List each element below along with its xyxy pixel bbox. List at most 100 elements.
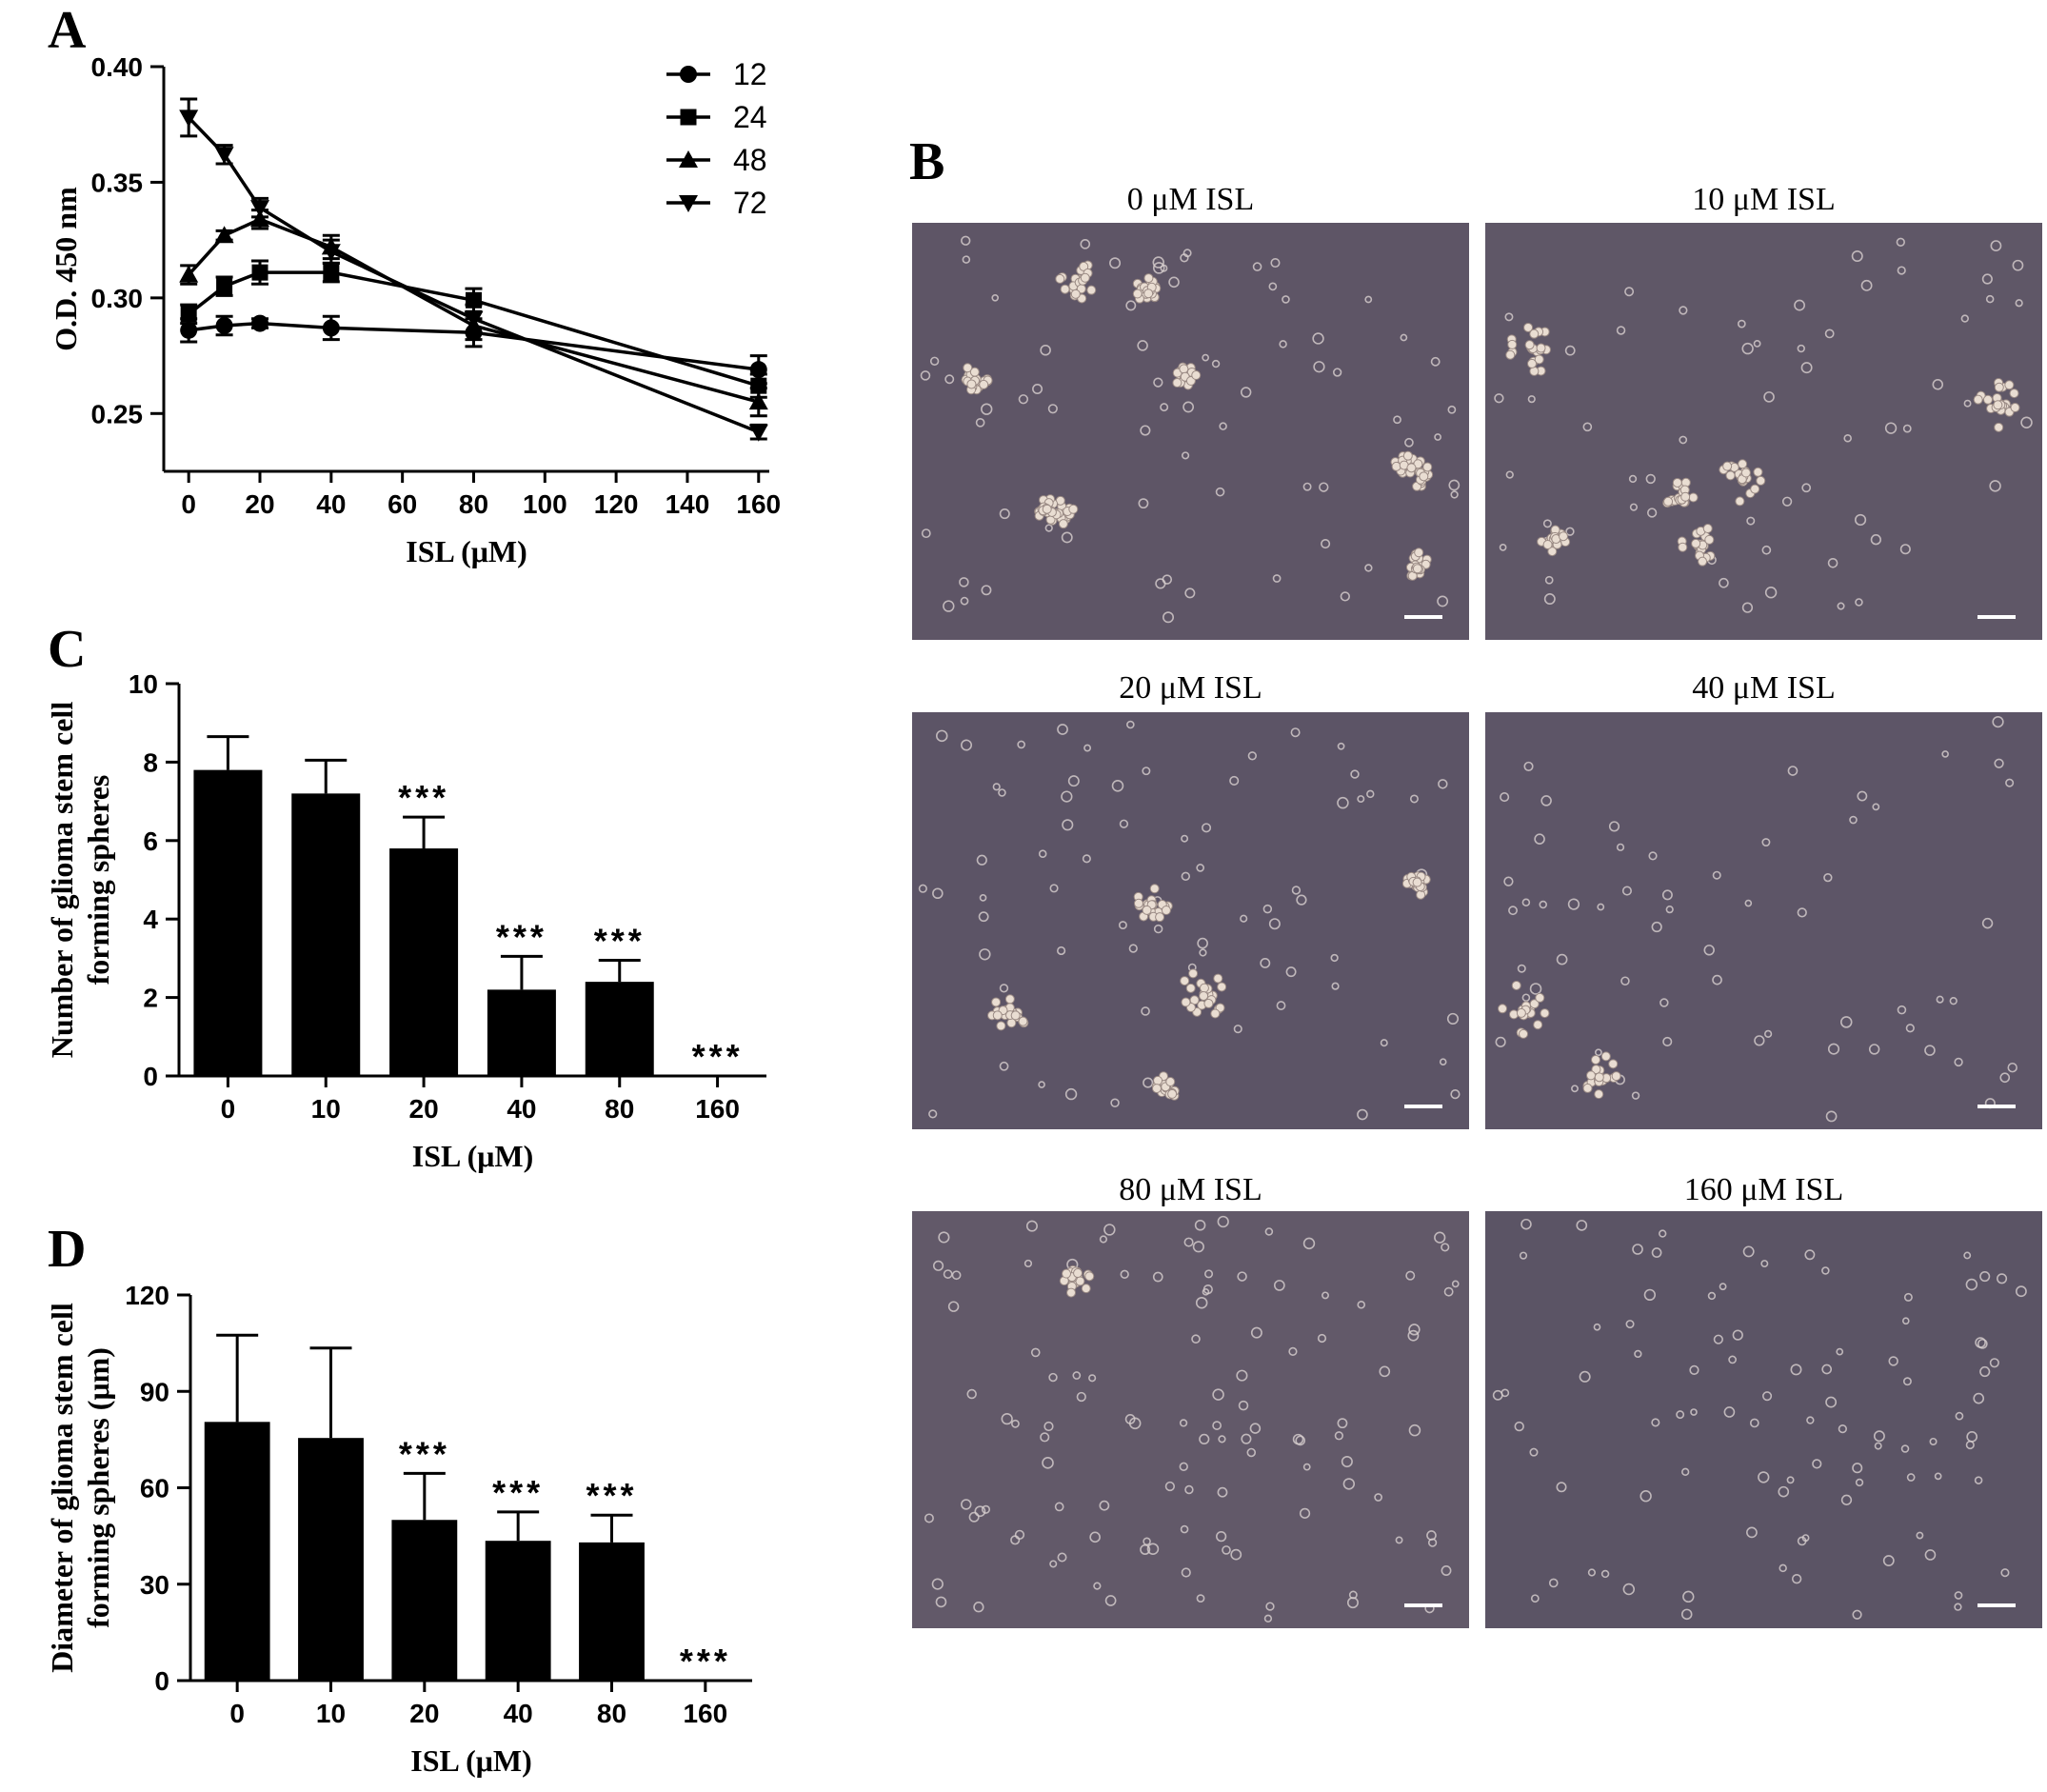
single-cell [1321,538,1331,549]
single-cell [1790,1364,1802,1376]
cluster-cell [1523,322,1534,332]
single-cell [1680,1608,1693,1621]
cluster-cell [1608,1059,1619,1069]
single-cell [932,887,944,900]
single-cell [1143,1077,1154,1088]
single-cell [1250,1326,1262,1339]
single-cell [1646,508,1658,518]
single-cell [1334,1431,1344,1441]
y-tick-label: 0 [143,1062,158,1091]
data-point-72 [464,310,484,329]
cluster-cell [1149,884,1160,894]
cluster-cell [1738,459,1748,469]
single-cell [1409,794,1419,804]
cluster-cell [1165,1077,1176,1087]
cluster-cell [1151,1084,1162,1094]
cluster-cell [1519,1028,1529,1039]
micrograph-image [912,1211,1469,1628]
single-cell [1357,1108,1368,1121]
single-cell [2015,1285,2027,1298]
cluster-cell [1535,992,1545,1003]
cluster-cell [1199,990,1209,1001]
single-cell [1270,257,1281,269]
single-cell [1137,340,1148,351]
cluster-cell [1153,1075,1163,1085]
single-cell [1180,253,1189,263]
single-cell [1049,1560,1058,1568]
single-cell [1758,1471,1770,1483]
cluster-cell [1594,1072,1604,1083]
bar-0 [193,769,263,1076]
cluster-cell [1591,1055,1601,1065]
single-cell [1152,1271,1163,1283]
cluster-cell [991,997,1002,1007]
single-cell [1446,1012,1460,1025]
cluster-cell [1062,1268,1072,1279]
single-cell [2015,299,2023,308]
single-cell [1548,1578,1559,1588]
single-cell [1791,1573,1802,1584]
micrograph-5: 160 μM ISL [1485,1172,2042,1628]
single-cell [1824,329,1835,339]
single-cell [1977,1338,1988,1349]
single-cell [1364,295,1373,304]
single-cell [1600,1569,1610,1579]
cluster-cell [1994,382,2004,392]
x-tick-label: 100 [523,489,567,519]
single-cell [1882,1555,1895,1566]
sphere-cluster [1180,968,1227,1019]
single-cell [1346,1597,1359,1609]
single-cell [1616,843,1625,851]
bar-chart-sphere-number: 0 2 4 6 8 10 0 10 20 *** 40 *** 80 *** 160 *** ISL (μM) N… [45,669,766,1173]
single-cell [1451,1280,1460,1288]
x-tick-label: 160 [695,1094,740,1124]
cluster-cell [1080,272,1090,283]
sphere-cluster [1662,477,1699,508]
cluster-cell [1070,289,1081,299]
cluster-cell [1983,394,1994,405]
single-cell [1018,394,1029,405]
single-cell [999,984,1009,993]
cluster-cell [1143,289,1154,299]
sphere-cluster [961,363,993,395]
single-cell [1761,838,1771,847]
single-cell [1954,1603,1962,1611]
single-cell [973,1602,984,1613]
x-tick-label: 40 [316,489,346,519]
significance-label: *** [496,917,547,956]
sphere-cluster [1059,1264,1095,1298]
single-cell [1981,917,1994,929]
cluster-cell [1594,1089,1604,1100]
single-cell [978,911,989,923]
micrograph-caption: 0 μM ISL [1127,182,1254,217]
single-cell [1141,1006,1150,1016]
y-axis-title-line-2: forming spheres [81,775,115,986]
bar-80 [585,982,654,1076]
cluster-cell [1402,450,1413,461]
cluster-cell [1213,973,1223,984]
single-cell [1661,889,1673,901]
single-cell [1838,1424,1847,1434]
micrograph-2: 20 μM ISL [912,670,1469,1129]
single-cell [1080,239,1091,249]
single-cell [1061,531,1073,544]
cluster-cell [1143,273,1154,284]
single-cell [1057,946,1066,956]
bar-40 [485,1541,551,1681]
single-cell [974,1505,986,1518]
cluster-cell [1068,504,1079,514]
y-axis-title: O.D. 450 nm [49,187,83,351]
single-cell [1295,1435,1306,1446]
cluster-cell [1529,999,1540,1009]
single-cell [1754,1035,1765,1046]
single-cell [1312,332,1324,345]
single-cell [1120,1269,1129,1279]
cluster-cell [992,1010,1003,1021]
single-cell [1125,300,1137,311]
single-cell [1152,262,1165,274]
single-cell [1500,792,1510,803]
sphere-cluster [1172,362,1202,390]
single-cell [1761,545,1772,555]
x-tick-label: 10 [316,1699,346,1728]
single-cell [1990,240,2002,251]
